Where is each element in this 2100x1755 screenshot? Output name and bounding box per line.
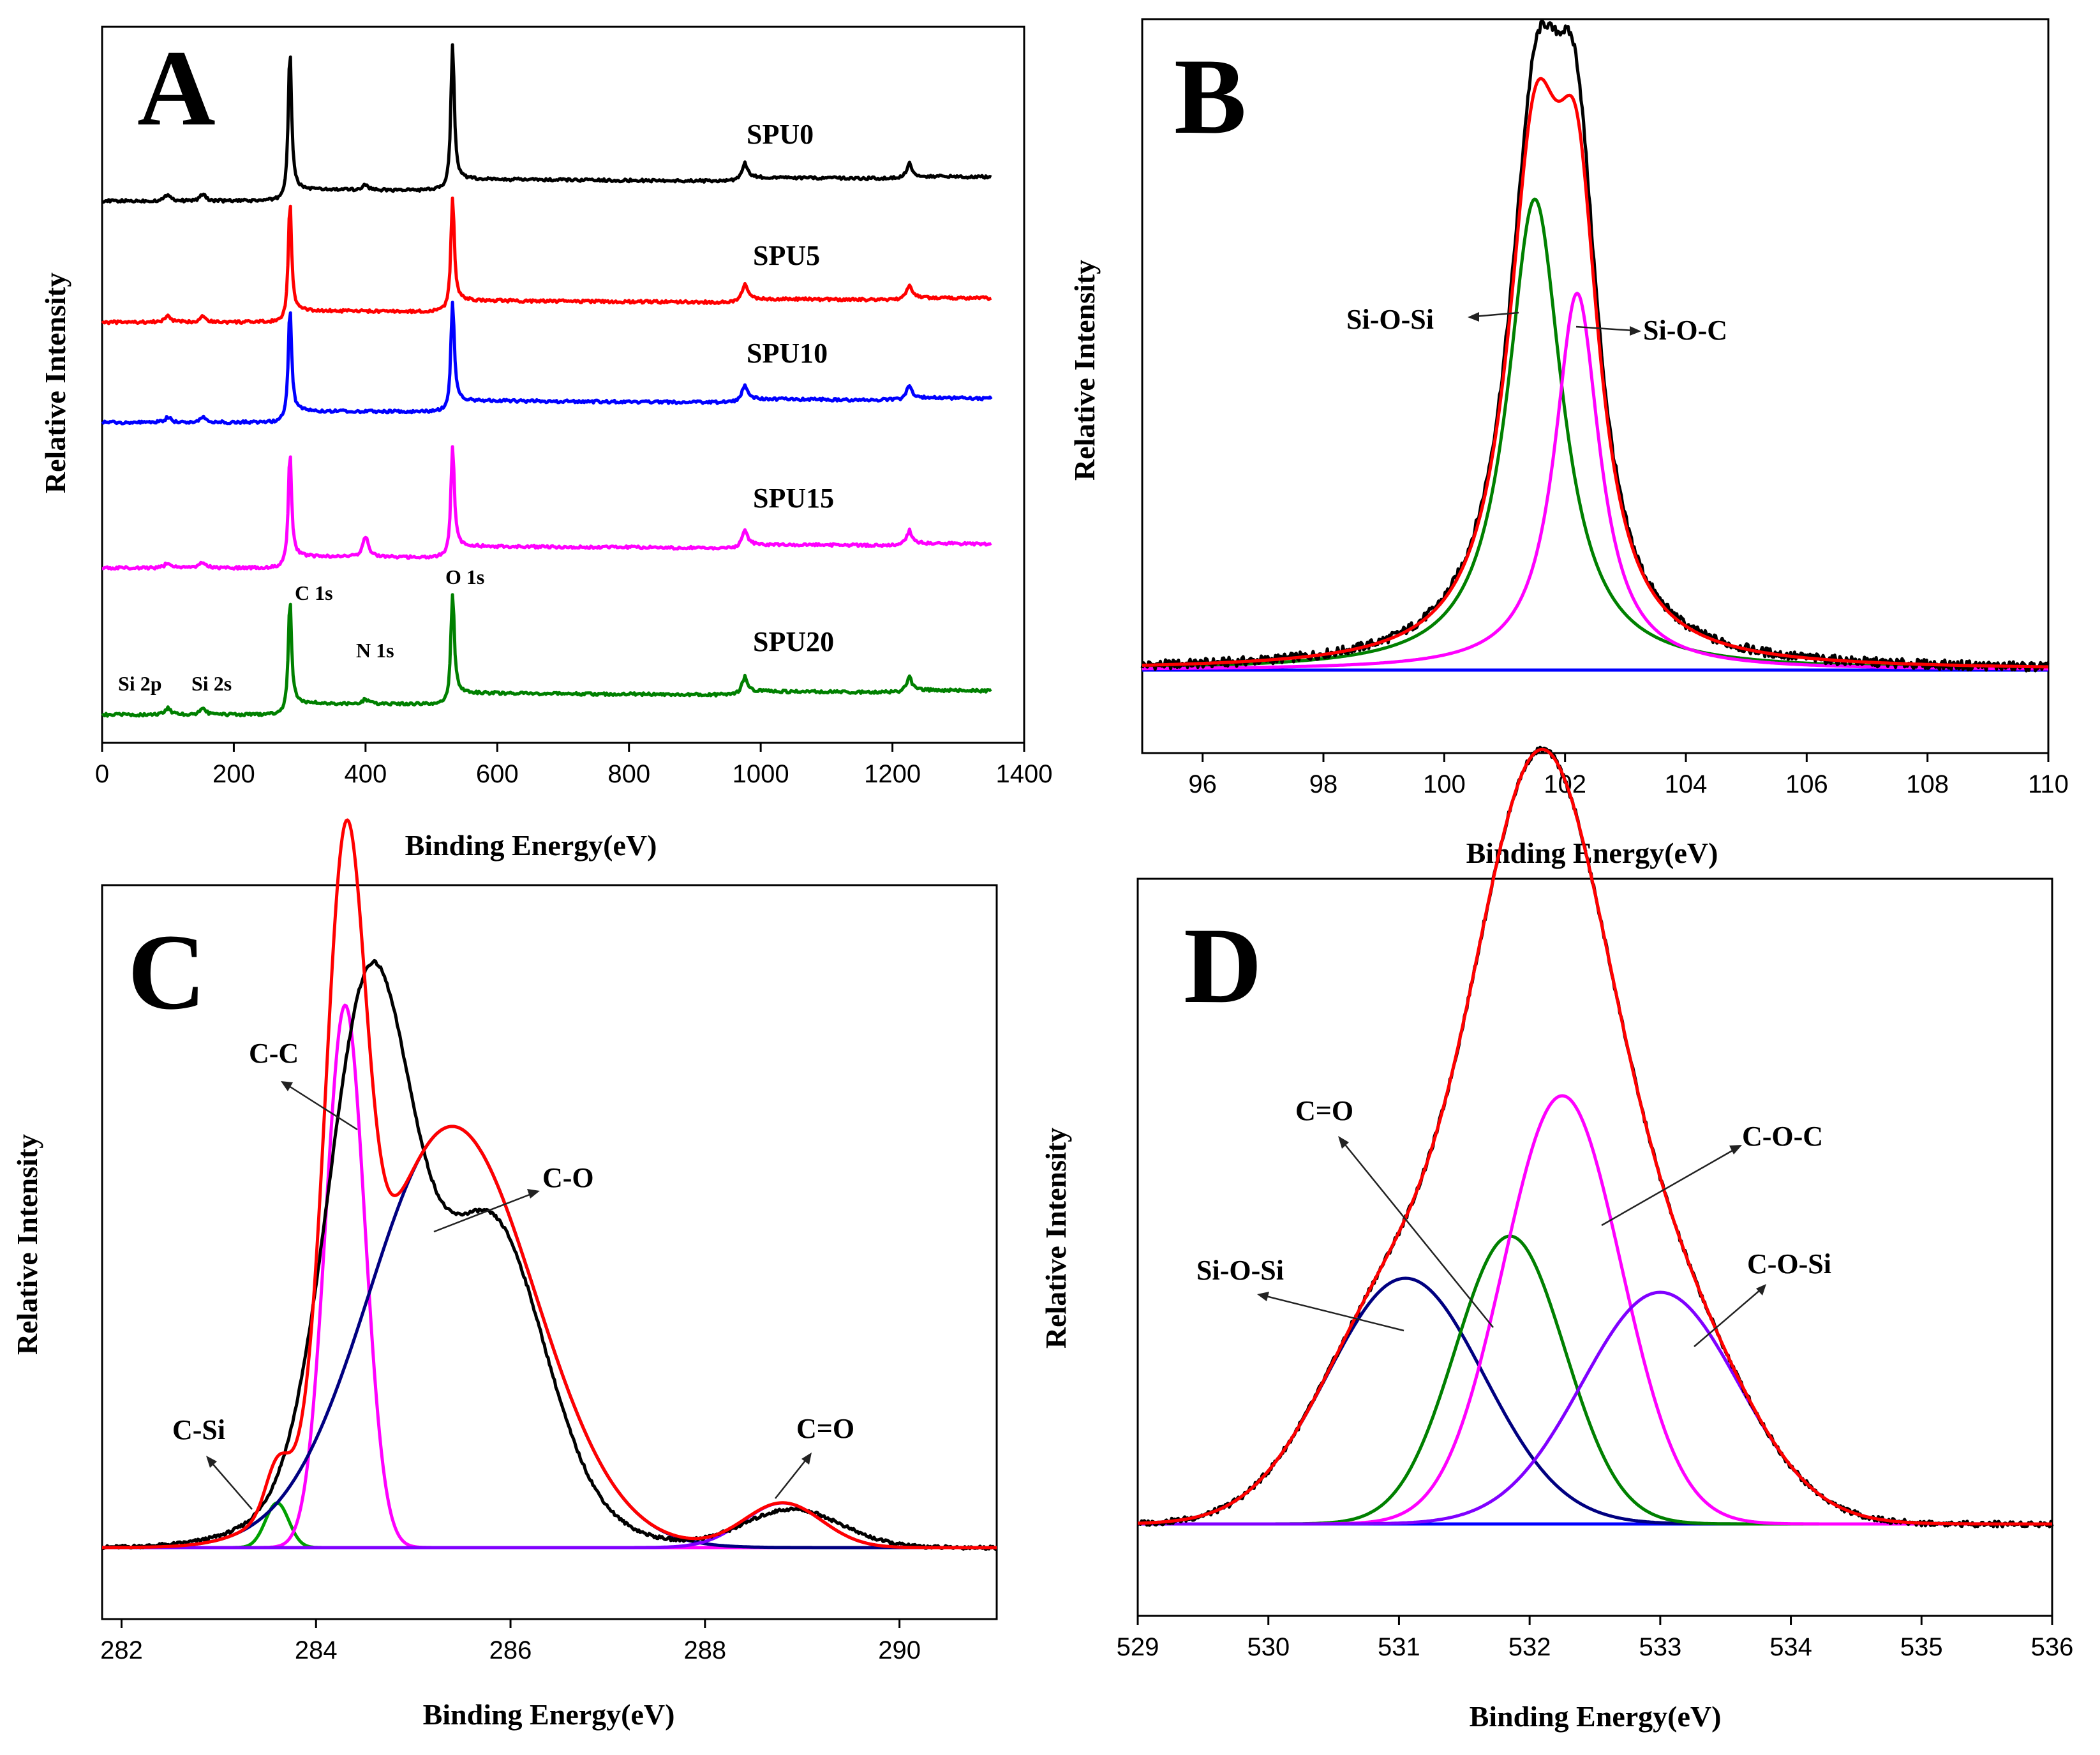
annotation-si2s: Si 2s bbox=[191, 672, 232, 695]
panel-c-xtick-label: 288 bbox=[683, 1636, 726, 1664]
panel-d-xtick-label: 535 bbox=[1900, 1633, 1943, 1661]
series-label-spu5: SPU5 bbox=[753, 240, 820, 271]
component-label-c-c: C-C bbox=[249, 1038, 299, 1069]
component-label-d-c-o-si: C-O-Si bbox=[1747, 1248, 1831, 1280]
panel-d-xtick-label: 536 bbox=[2031, 1633, 2074, 1661]
panel-b-xtick-label: 106 bbox=[1785, 770, 1828, 798]
component-label-d-c-o-c: C-O-C bbox=[1742, 1121, 1823, 1152]
panel-a: 0 200 400 600 800 1000 1200 1400 A SPU0 SPU5 SP… bbox=[39, 26, 1053, 862]
panel-c-xtick-label: 284 bbox=[295, 1636, 338, 1664]
panel-b-ylabel: Relative Intensity bbox=[1068, 260, 1101, 481]
panel-a-xtick-label: 200 bbox=[212, 760, 255, 788]
panel-a-xtick-label: 0 bbox=[95, 760, 109, 788]
panel-a-ylabel: Relative Intensity bbox=[39, 273, 71, 493]
panel-c-ylabel: Relative Intensity bbox=[11, 1134, 43, 1355]
panel-b-xtick-label: 96 bbox=[1188, 770, 1217, 798]
panel-b-component-si-o-c bbox=[1142, 292, 2049, 671]
annotation-si2p: Si 2p bbox=[118, 672, 161, 695]
panel-d-xtick-label: 532 bbox=[1508, 1633, 1551, 1661]
panel-c-xtick-label: 290 bbox=[878, 1636, 921, 1664]
panel-b-xtick-label: 108 bbox=[1906, 770, 1949, 798]
panel-c-arrows bbox=[206, 1081, 812, 1510]
panel-b-arrows bbox=[1468, 311, 1641, 336]
spectrum-spu0 bbox=[101, 43, 992, 204]
panel-b-plot: 96 98 100 102 104 106 108 110 bbox=[1140, 19, 2069, 798]
panel-a-xtick-label: 1200 bbox=[864, 760, 921, 788]
series-label-spu15: SPU15 bbox=[753, 482, 834, 514]
panel-c-tag: C bbox=[128, 912, 206, 1032]
component-label-d-si-o-si: Si-O-Si bbox=[1196, 1255, 1284, 1286]
panel-d-tag: D bbox=[1184, 906, 1262, 1026]
panel-c-fit-envelope bbox=[101, 818, 997, 1550]
panel-b-xtick-label: 98 bbox=[1309, 770, 1338, 798]
component-label-c-si: C-Si bbox=[172, 1414, 225, 1445]
panel-d: 529 530 531 532 533 534 535 536 D C=O C-O-C Si-… bbox=[1039, 745, 2074, 1733]
panel-a-xtick-label: 400 bbox=[344, 760, 387, 788]
panel-d-plot: 529 530 531 532 533 534 535 536 bbox=[1117, 745, 2074, 1661]
spectrum-spu5 bbox=[101, 197, 992, 325]
panel-c: 282 284 286 288 290 C C-C C-O C-Si C=O Bindi… bbox=[11, 818, 998, 1731]
annotation-o1s: O 1s bbox=[445, 565, 484, 588]
panel-c-raw-data bbox=[101, 959, 997, 1551]
spectrum-spu20 bbox=[101, 593, 992, 718]
panel-b: 96 98 100 102 104 106 108 110 B Si-O-Si Si-O-C … bbox=[1068, 18, 2069, 869]
panel-d-frame bbox=[1136, 878, 2053, 1617]
spectrum-spu15 bbox=[101, 445, 992, 571]
panel-b-xlabel: Binding Energy(eV) bbox=[1466, 837, 1718, 869]
panel-d-component-c-o-si bbox=[1137, 1290, 2053, 1526]
panel-a-xtick-label: 1000 bbox=[733, 760, 789, 788]
panel-d-ylabel: Relative Intensity bbox=[1039, 1128, 1072, 1348]
panel-a-frame bbox=[101, 26, 1025, 744]
panel-d-xtick-label: 530 bbox=[1247, 1633, 1290, 1661]
panel-b-frame bbox=[1141, 18, 2050, 754]
panel-c-xlabel: Binding Energy(eV) bbox=[423, 1698, 675, 1731]
panel-c-xtick-label: 286 bbox=[489, 1636, 532, 1664]
spectrum-spu10 bbox=[101, 301, 993, 426]
panel-b-fit-envelope bbox=[1142, 77, 2049, 669]
panel-c-component-c-c bbox=[101, 1003, 997, 1550]
panel-a-xlabel: Binding Energy(eV) bbox=[405, 829, 657, 862]
series-label-spu10: SPU10 bbox=[747, 338, 828, 369]
panel-d-xtick-label: 534 bbox=[1769, 1633, 1812, 1661]
annotation-c1s: C 1s bbox=[295, 581, 333, 604]
panel-d-xlabel: Binding Energy(eV) bbox=[1470, 1700, 1722, 1733]
panel-c-plot: 282 284 286 288 290 bbox=[100, 818, 997, 1664]
panel-a-xtick-label: 600 bbox=[476, 760, 519, 788]
component-label-si-o-si: Si-O-Si bbox=[1346, 304, 1434, 335]
panel-d-xtick-label: 529 bbox=[1117, 1633, 1159, 1661]
panel-a-plot: 0 200 400 600 800 1000 1200 1400 bbox=[95, 43, 1053, 788]
panel-d-arrows bbox=[1257, 1136, 1766, 1347]
panel-d-fit-envelope bbox=[1137, 747, 2053, 1526]
component-label-c-o: C-O bbox=[542, 1162, 594, 1193]
panel-b-xtick-label: 110 bbox=[2028, 770, 2069, 798]
panel-d-xtick-label: 531 bbox=[1378, 1633, 1420, 1661]
annotation-n1s: N 1s bbox=[356, 639, 394, 662]
panel-b-raw-data bbox=[1140, 19, 2050, 673]
component-label-si-o-c: Si-O-C bbox=[1643, 315, 1727, 346]
panel-b-xtick-label: 100 bbox=[1423, 770, 1466, 798]
component-label-c-eq-o: C=O bbox=[796, 1413, 854, 1444]
series-label-spu20: SPU20 bbox=[753, 626, 834, 657]
panel-b-tag: B bbox=[1174, 36, 1246, 156]
panel-c-frame bbox=[101, 884, 998, 1620]
panel-a-xtick-label: 800 bbox=[607, 760, 650, 788]
panel-c-xtick-label: 282 bbox=[100, 1636, 143, 1664]
component-label-d-c-eq-o: C=O bbox=[1295, 1095, 1353, 1126]
panel-d-xtick-label: 533 bbox=[1639, 1633, 1681, 1661]
panel-d-component-si-o-si bbox=[1137, 1276, 2053, 1526]
panel-a-tag: A bbox=[137, 28, 216, 148]
series-label-spu0: SPU0 bbox=[747, 119, 814, 150]
panel-b-xtick-label: 104 bbox=[1665, 770, 1708, 798]
panel-a-xtick-label: 1400 bbox=[996, 760, 1053, 788]
